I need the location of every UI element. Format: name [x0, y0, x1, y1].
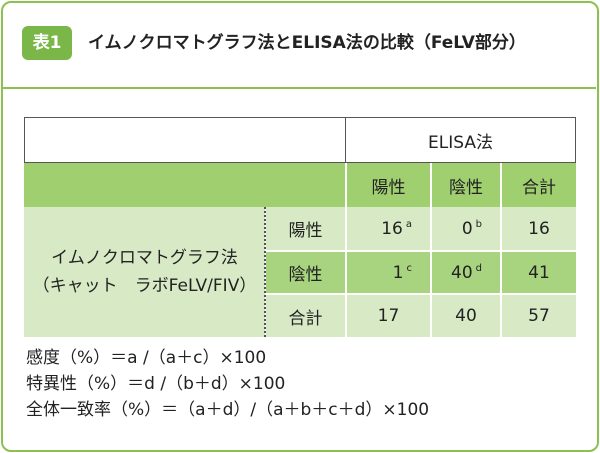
title: イムノクロマトグラフ法とELISA法の比較（FeLV部分） — [88, 33, 526, 53]
formula: 特異性（%）＝d /（b＋d）×100 — [26, 374, 286, 394]
label-line: （キャット ラボFeLV/FIV） — [32, 276, 257, 296]
row-label: 合計 — [266, 293, 345, 337]
cell-note: c — [406, 263, 413, 274]
table-top — [24, 117, 576, 163]
cell-value: 57 — [528, 306, 550, 326]
dotted-divider — [264, 207, 266, 337]
formula: 全体一致率（%）＝（a＋d）/（a＋b＋c＋d）×100 — [26, 400, 430, 420]
formula: 感度（%）＝a /（a＋c）×100 — [26, 348, 267, 368]
cell-note: b — [475, 219, 482, 230]
column-header: 合計 — [500, 163, 576, 207]
cell-value: 1 — [392, 262, 404, 283]
cell-value: 40 — [455, 306, 477, 326]
cell: 40 d — [430, 250, 500, 293]
cell-value: 41 — [528, 262, 550, 283]
cell-note: d — [475, 263, 482, 274]
cell-value: 17 — [377, 306, 400, 326]
cell-value: 16 — [381, 218, 403, 239]
row-group-label: イムノクロマトグラフ法 （キャット ラボFeLV/FIV） — [24, 207, 265, 337]
row-label: 陰性 — [266, 250, 345, 293]
badge: 表1 — [22, 26, 72, 60]
cell-value: 16 — [528, 218, 550, 239]
cell: 16 a — [345, 207, 430, 250]
header-row — [24, 163, 576, 207]
cell: 57 — [500, 293, 576, 337]
divider — [2, 87, 596, 89]
group-header: ELISA法 — [345, 117, 576, 163]
cell: 16 — [500, 207, 576, 250]
cell-value: 0 — [461, 218, 473, 239]
row-label: 陽性 — [266, 207, 345, 250]
cell-note: a — [405, 219, 412, 230]
cell: 40 — [430, 293, 500, 337]
label-line: イムノクロマトグラフ法 — [51, 248, 238, 268]
cell: 17 — [345, 293, 430, 337]
cell-value: 40 — [451, 262, 473, 283]
cell: 41 — [500, 250, 576, 293]
column-header: 陽性 — [345, 163, 430, 207]
column-header: 陰性 — [430, 163, 500, 207]
